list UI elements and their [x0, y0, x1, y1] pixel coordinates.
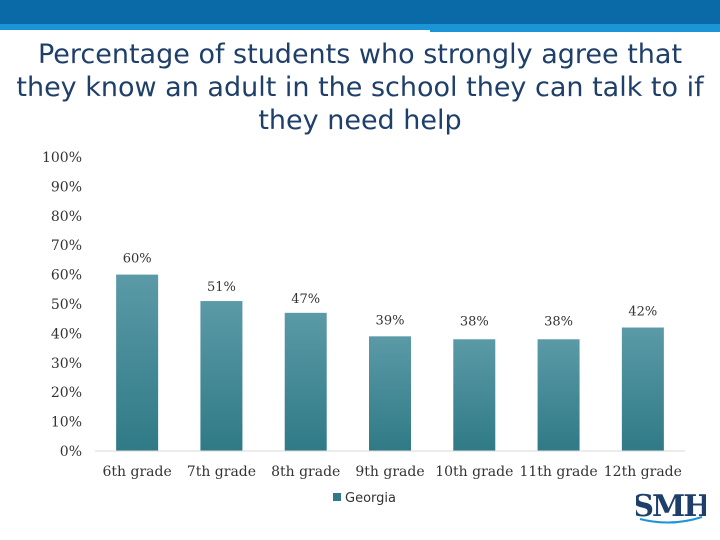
- data-label: 39%: [376, 313, 405, 328]
- y-tick-label: 50%: [51, 297, 82, 313]
- x-tick-label: 9th grade: [355, 464, 424, 480]
- data-label: 51%: [207, 280, 236, 295]
- legend-swatch: [333, 493, 341, 501]
- legend-label: Georgia: [345, 491, 396, 506]
- data-label: 38%: [460, 314, 489, 329]
- x-tick-label: 6th grade: [103, 464, 172, 480]
- bar: [369, 336, 411, 451]
- bar: [116, 274, 159, 451]
- smh-logo: SMH: [636, 489, 706, 524]
- y-tick-label: 30%: [51, 356, 82, 372]
- chart-title-line-3: they need help: [258, 105, 462, 136]
- chart-title: Percentage of students who strongly agre…: [0, 38, 720, 137]
- bar: [284, 312, 327, 451]
- x-tick-label: 7th grade: [187, 464, 256, 480]
- x-axis: 6th grade 7th grade 8th grade 9th grade 10th…: [95, 450, 685, 480]
- header-band-dark: [0, 0, 720, 24]
- chart-title-line-1: Percentage of students who strongly agre…: [37, 39, 683, 70]
- y-axis: 0% 10% 20% 30% 40% 50% 60% 70% 80% 90% 100%: [42, 150, 82, 460]
- bar: [200, 301, 243, 451]
- data-label: 42%: [628, 305, 657, 320]
- header-band-divider: [0, 30, 430, 33]
- data-label: 38%: [544, 314, 573, 329]
- data-label: 60%: [123, 252, 152, 267]
- y-tick-label: 100%: [42, 150, 82, 166]
- x-tick-label: 12th grade: [604, 464, 682, 480]
- y-tick-label: 80%: [51, 209, 82, 225]
- bars: [116, 274, 664, 451]
- y-tick-label: 40%: [51, 326, 82, 342]
- bar: [537, 339, 580, 451]
- x-tick-label: 10th grade: [435, 464, 513, 480]
- legend: Georgia: [333, 491, 396, 506]
- x-tick-label: 11th grade: [519, 464, 597, 480]
- smh-logo-swoosh: [639, 516, 703, 524]
- x-tick-label: 8th grade: [271, 464, 340, 480]
- y-tick-label: 0%: [60, 444, 82, 460]
- y-tick-label: 20%: [51, 385, 82, 401]
- bar: [621, 327, 664, 451]
- bar: [453, 339, 496, 451]
- chart-title-line-2: they know an adult in the school they ca…: [16, 72, 704, 103]
- y-tick-label: 90%: [51, 179, 82, 195]
- header-band-light: [0, 24, 720, 32]
- data-labels: 60% 51% 47% 39% 38% 38% 42%: [123, 252, 658, 330]
- y-tick-label: 10%: [51, 415, 82, 431]
- data-label: 47%: [291, 292, 320, 307]
- y-tick-label: 70%: [51, 238, 82, 254]
- y-tick-label: 60%: [51, 268, 82, 284]
